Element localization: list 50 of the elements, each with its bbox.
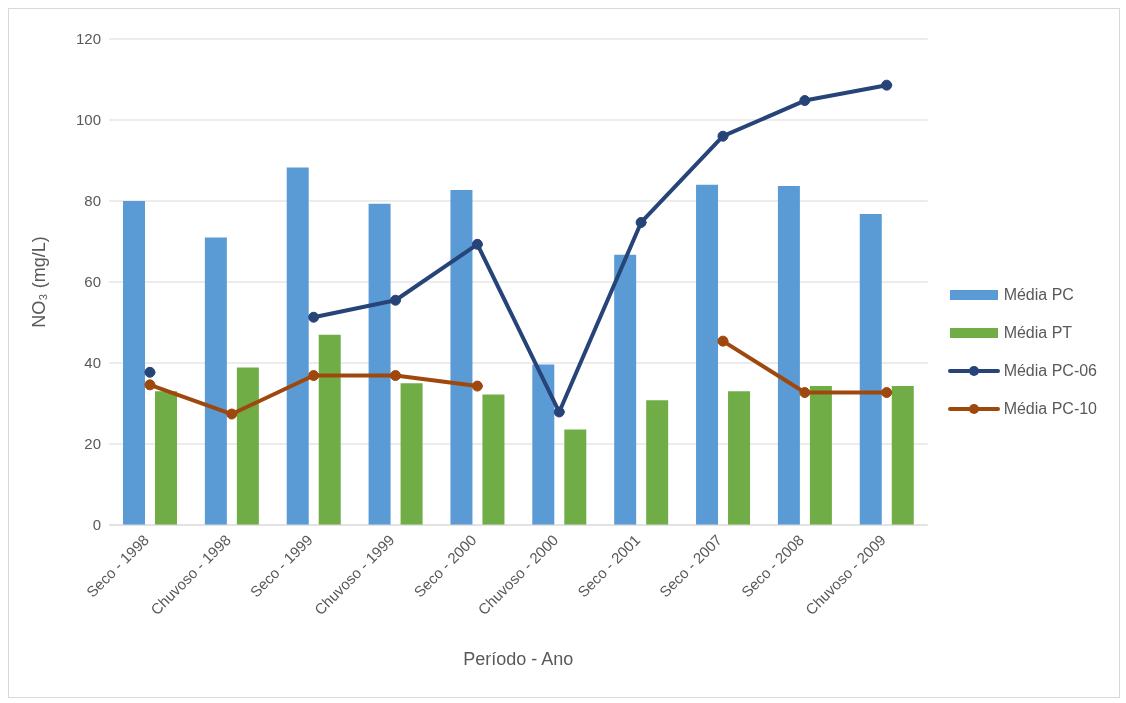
point [226, 408, 238, 420]
y-tick-label: 60 [84, 273, 101, 291]
bar [482, 394, 505, 525]
bar [204, 237, 227, 525]
bar [155, 391, 177, 525]
point [308, 370, 320, 382]
bar [696, 184, 719, 525]
point [881, 79, 893, 91]
bar [123, 201, 145, 525]
bar [859, 213, 882, 525]
point [717, 130, 729, 142]
point [881, 387, 893, 399]
bar [646, 400, 669, 525]
point [635, 216, 647, 228]
bar [614, 254, 637, 525]
bar [532, 364, 555, 525]
point [717, 335, 729, 347]
point [553, 406, 565, 418]
bar [777, 186, 800, 525]
y-tick-label: 40 [84, 354, 101, 372]
bar [236, 367, 259, 525]
bar [400, 383, 423, 525]
x-axis-title: Período - Ano [463, 649, 574, 669]
point [390, 370, 402, 382]
bar [318, 334, 341, 525]
bar [368, 203, 391, 525]
point [144, 366, 156, 378]
point [799, 95, 811, 107]
y-axis-title: NO₃ (mg/L) [29, 236, 50, 328]
point [471, 380, 483, 392]
bar [450, 190, 473, 525]
point [471, 238, 483, 250]
bar [809, 386, 832, 525]
point [144, 379, 156, 391]
bar [564, 429, 587, 525]
y-tick-label: 20 [84, 435, 101, 453]
bar [891, 386, 914, 525]
legend-label: Média PC [1003, 286, 1074, 304]
point [799, 387, 811, 399]
y-tick-label: 120 [75, 30, 101, 48]
legend-label: Média PC-10 [1003, 400, 1097, 418]
y-tick-label: 80 [84, 192, 101, 210]
y-tick-label: 100 [75, 111, 101, 129]
legend-label: Média PC-06 [1003, 362, 1097, 380]
y-tick-label: 0 [92, 516, 101, 534]
point [390, 294, 402, 306]
bar [286, 167, 309, 525]
bar [728, 391, 751, 525]
point [308, 311, 320, 323]
legend-label: Média PT [1003, 324, 1073, 342]
